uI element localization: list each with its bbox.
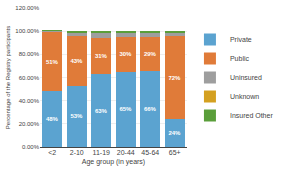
svg-text:0.00%: 0.00% [22, 144, 40, 150]
svg-text:30%: 30% [119, 51, 132, 57]
svg-text:51%: 51% [46, 59, 59, 65]
svg-text:Age group (in years): Age group (in years) [82, 158, 145, 166]
svg-text:Uninsured: Uninsured [230, 74, 262, 81]
svg-text:29%: 29% [144, 51, 157, 57]
svg-text:53%: 53% [70, 113, 83, 119]
svg-text:43%: 43% [70, 58, 83, 64]
svg-text:24%: 24% [168, 130, 181, 136]
svg-text:Percentage of the Registry par: Percentage of the Registry participants [5, 26, 11, 129]
svg-text:11-19: 11-19 [93, 149, 110, 156]
svg-text:72%: 72% [168, 75, 181, 81]
svg-text:65+: 65+ [169, 149, 181, 156]
svg-text:120.00%: 120.00% [15, 5, 39, 11]
svg-text:<2: <2 [48, 149, 56, 156]
svg-text:20-44: 20-44 [117, 149, 135, 156]
svg-text:60.00%: 60.00% [19, 75, 40, 81]
svg-text:31%: 31% [95, 53, 108, 59]
svg-text:66%: 66% [144, 106, 157, 112]
svg-text:20.00%: 20.00% [19, 121, 40, 127]
svg-text:65%: 65% [119, 106, 132, 112]
svg-text:2-10: 2-10 [70, 149, 84, 156]
svg-text:45-64: 45-64 [141, 149, 159, 156]
svg-text:40.00%: 40.00% [19, 98, 40, 104]
svg-text:Public: Public [230, 55, 250, 62]
svg-text:48%: 48% [46, 116, 59, 122]
svg-text:80.00%: 80.00% [19, 51, 40, 57]
svg-text:Insured Other: Insured Other [230, 112, 273, 119]
svg-text:100.00%: 100.00% [15, 28, 39, 34]
svg-text:Unknown: Unknown [230, 93, 259, 100]
svg-text:63%: 63% [95, 108, 108, 114]
svg-text:Private: Private [230, 36, 252, 43]
